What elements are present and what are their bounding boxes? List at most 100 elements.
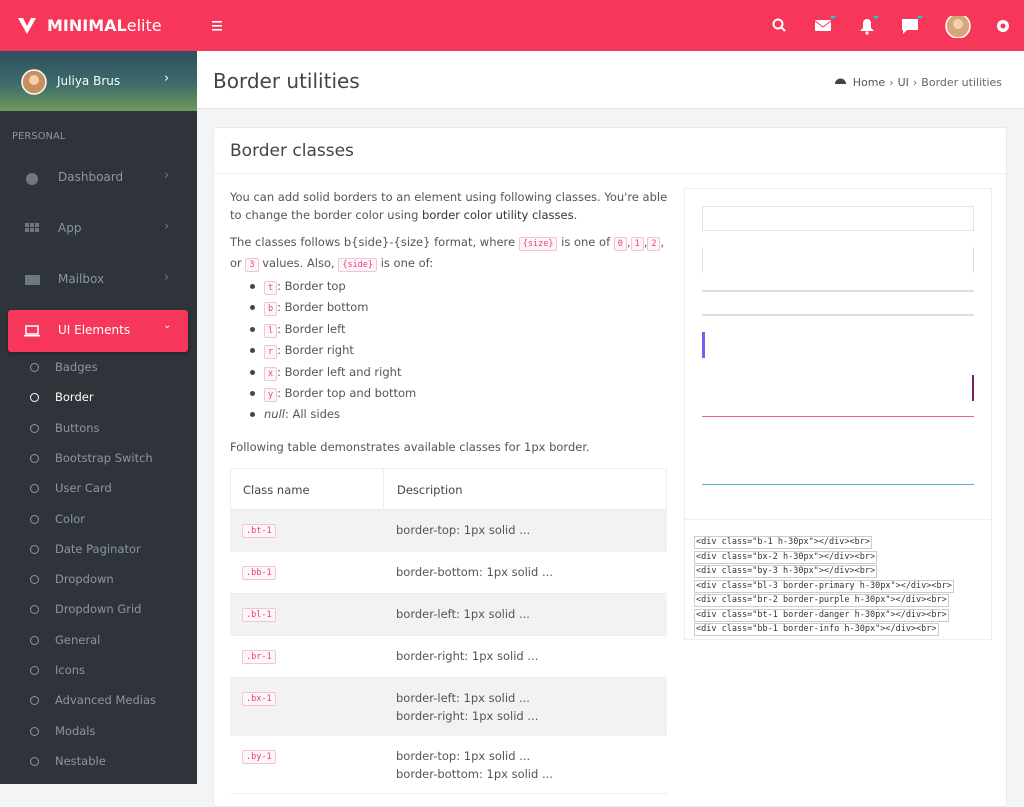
nav-label: App [58,221,82,235]
logo-icon [18,18,36,34]
sub-bullet [30,575,39,585]
sub-item[interactable]: Dropdown Grid [55,602,142,617]
class-name: .bt-1 [242,524,276,538]
top-icons[interactable] [770,16,1020,38]
text: The classes follows b{side}-{size} forma… [230,235,519,249]
bullet [250,348,255,354]
text: : Border top [277,279,346,293]
sub-item[interactable]: General [55,632,101,647]
table-header: Class name Description [230,468,667,510]
text: : Border bottom [277,300,369,315]
text: . [573,208,578,222]
sub-item[interactable]: Badges [55,360,98,374]
sub-item[interactable]: Icons [55,663,86,677]
card-title: Border classes [230,141,354,161]
sub-item[interactable]: Color [55,511,86,526]
code-line: <div class="by-3 h-30px"></div><br> [694,558,991,578]
separator: › [889,76,894,89]
table-row: .by-1 border-top: 1px solid ... border-bot… [230,736,667,794]
inline-code: t [264,281,278,295]
text: You can add solid borders to an element … [230,190,668,222]
class-name: .br-1 [242,650,276,664]
user-panel[interactable]: Juliya Brus › [0,51,197,111]
brand: MINIMALelite [47,16,162,35]
text: is one of [557,235,614,249]
inline-code: y [264,388,278,402]
sub-item[interactable]: Advanced Medias [55,693,156,708]
table-row: .bl-1 border-left: 1px solid ... [230,594,667,636]
nav-icon [24,272,41,288]
list-item: l: Border left [250,322,346,338]
column-header: Description [397,483,463,497]
nav-label: Dashboard [58,170,124,184]
demo-bb1 [702,484,974,485]
breadcrumb-item[interactable]: UI [897,76,909,89]
description: border-top: 1px solid ... [396,749,531,763]
nav-item[interactable]: UI Elements ⌄ [8,310,188,352]
link[interactable]: border color utility classes [422,208,574,222]
sub-bullet [30,635,39,645]
inline-code: b [264,302,278,317]
chevron: ⌄ [163,320,172,331]
bullet [250,369,255,375]
text: , or [230,235,665,270]
code-line: <div class="bt-1 border-danger h-30px"><… [694,602,991,622]
list-item: r: Border right [250,343,354,360]
sub-item[interactable]: User Card [55,481,112,496]
code-text: <div class="br-2 border-purple h-30px"><… [694,594,949,607]
demo-bl3 [702,332,974,358]
sub-item[interactable]: Date Paginator [55,541,141,556]
code-line: <div class="b-1 h-30px"></div><br> [694,529,991,549]
inline-code: 1 [630,237,644,251]
text: : Border right [277,343,354,358]
paragraph: Following table demonstrates available c… [230,440,590,454]
description: border-bottom: 1px solid ... [396,565,553,579]
chevron: › [164,219,170,234]
breadcrumb-item: Border utilities [921,76,1002,89]
demo-bt1 [702,416,974,417]
inline-code: {side} [338,258,378,272]
sub-item[interactable]: Nestable [55,753,106,768]
menu-toggle[interactable] [212,20,224,32]
separator: › [912,76,918,89]
sub-item[interactable]: Bootstrap Switch [55,450,153,465]
nav-item[interactable]: App › [0,219,197,239]
code-text: <div class="b-1 h-30px"></div><br> [694,536,872,549]
home-icon [834,76,846,85]
top-bar: MINIMALelite [0,0,1024,51]
divider [214,173,1006,174]
breadcrumb-item[interactable]: Home [852,76,886,89]
sub-item[interactable]: Dropdown [55,572,114,587]
column-header: Class name [243,483,310,497]
nav-icon [24,170,41,186]
code-text: <div class="bl-3 border-primary h-30px">… [694,579,954,593]
inline-code: {size} [518,237,558,251]
class-name: .bx-1 [242,692,276,706]
table-row: .bx-1 border-left: 1px solid ... border-ri… [230,678,667,736]
inline-code: 2 [647,237,661,251]
sidebar: Juliya Brus › PERSONAL Dashboard › App › Mai… [0,51,197,784]
nav-item[interactable]: Dashboard › [0,168,197,188]
sub-bullet [30,605,39,615]
description: border-left: 1px solid ... [396,607,530,621]
avatar [21,69,47,95]
demo-br2 [702,375,974,401]
sub-item[interactable]: Buttons [55,420,100,435]
page-title: Border utilities [213,69,360,93]
sub-bullet [30,666,39,675]
text: is one of: [377,256,434,270]
list-item: t: Border top [250,279,346,295]
text: : All sides [284,407,340,422]
nav-item[interactable]: Mailbox › [0,270,197,290]
inline-code: x [264,366,278,381]
nav-label: Mailbox [58,272,105,286]
sub-item[interactable]: Modals [55,723,96,738]
sub-item[interactable]: Border [55,390,94,405]
bullet [250,326,255,332]
list-item: null: All sides [250,407,340,421]
chevron: › [164,71,170,86]
nav-icon [24,323,41,339]
breadcrumb: Home › UI › Border utilities [834,76,1002,89]
section-label: PERSONAL [12,131,66,142]
